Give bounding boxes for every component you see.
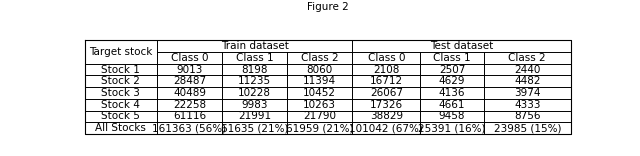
Text: 10263: 10263: [303, 100, 336, 110]
Text: 16712: 16712: [370, 76, 403, 86]
Text: 40489: 40489: [173, 88, 206, 98]
Text: 23985 (15%): 23985 (15%): [493, 123, 561, 133]
Text: 2440: 2440: [514, 65, 541, 75]
Text: 10228: 10228: [238, 88, 271, 98]
Text: 28487: 28487: [173, 76, 206, 86]
Text: Stock 5: Stock 5: [102, 112, 140, 122]
Text: All Stocks: All Stocks: [95, 123, 147, 133]
Text: 3974: 3974: [514, 88, 541, 98]
Text: 17326: 17326: [370, 100, 403, 110]
Text: 161363 (56%): 161363 (56%): [152, 123, 227, 133]
Text: Train dataset: Train dataset: [221, 41, 289, 51]
Text: 8060: 8060: [307, 65, 333, 75]
Text: Class 0: Class 0: [367, 53, 405, 63]
Text: 38829: 38829: [370, 112, 403, 122]
Text: Class 1: Class 1: [236, 53, 273, 63]
Text: Target stock: Target stock: [89, 47, 152, 57]
Text: Test dataset: Test dataset: [430, 41, 493, 51]
Text: Stock 3: Stock 3: [102, 88, 140, 98]
Text: 11235: 11235: [238, 76, 271, 86]
Text: Class 2: Class 2: [301, 53, 339, 63]
Text: Class 2: Class 2: [509, 53, 546, 63]
Text: 61635 (21%): 61635 (21%): [221, 123, 289, 133]
Text: Class 1: Class 1: [433, 53, 471, 63]
Text: 4661: 4661: [438, 100, 465, 110]
Text: Stock 1: Stock 1: [102, 65, 140, 75]
Text: 11394: 11394: [303, 76, 336, 86]
Text: 2108: 2108: [373, 65, 399, 75]
Text: Class 0: Class 0: [171, 53, 208, 63]
Text: 25391 (16%): 25391 (16%): [418, 123, 486, 133]
Text: 9013: 9013: [176, 65, 203, 75]
Text: Figure 2: Figure 2: [307, 2, 349, 12]
Text: Stock 2: Stock 2: [102, 76, 140, 86]
Text: 4482: 4482: [514, 76, 541, 86]
Text: Stock 4: Stock 4: [102, 100, 140, 110]
Text: 10452: 10452: [303, 88, 336, 98]
Text: 61959 (21%): 61959 (21%): [286, 123, 353, 133]
Text: 21790: 21790: [303, 112, 336, 122]
Text: 2507: 2507: [439, 65, 465, 75]
Text: 22258: 22258: [173, 100, 206, 110]
Text: 21991: 21991: [238, 112, 271, 122]
Text: 4333: 4333: [514, 100, 541, 110]
Text: 8756: 8756: [514, 112, 541, 122]
Text: 4136: 4136: [438, 88, 465, 98]
Text: 4629: 4629: [438, 76, 465, 86]
Text: 9983: 9983: [241, 100, 268, 110]
Text: 8198: 8198: [241, 65, 268, 75]
Text: 9458: 9458: [438, 112, 465, 122]
Text: 61116: 61116: [173, 112, 206, 122]
Text: 101042 (67%): 101042 (67%): [349, 123, 423, 133]
Text: 26067: 26067: [370, 88, 403, 98]
